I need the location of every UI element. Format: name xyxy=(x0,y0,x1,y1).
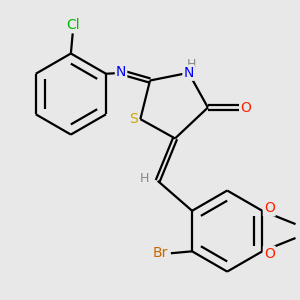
Text: Br: Br xyxy=(152,246,168,260)
Text: S: S xyxy=(129,112,138,126)
Text: O: O xyxy=(264,247,275,261)
Text: H: H xyxy=(140,172,149,185)
Text: N: N xyxy=(183,66,194,80)
Text: O: O xyxy=(240,100,251,115)
Text: O: O xyxy=(264,202,275,215)
Text: Cl: Cl xyxy=(66,18,80,32)
Text: H: H xyxy=(187,58,196,71)
Text: N: N xyxy=(116,65,126,79)
